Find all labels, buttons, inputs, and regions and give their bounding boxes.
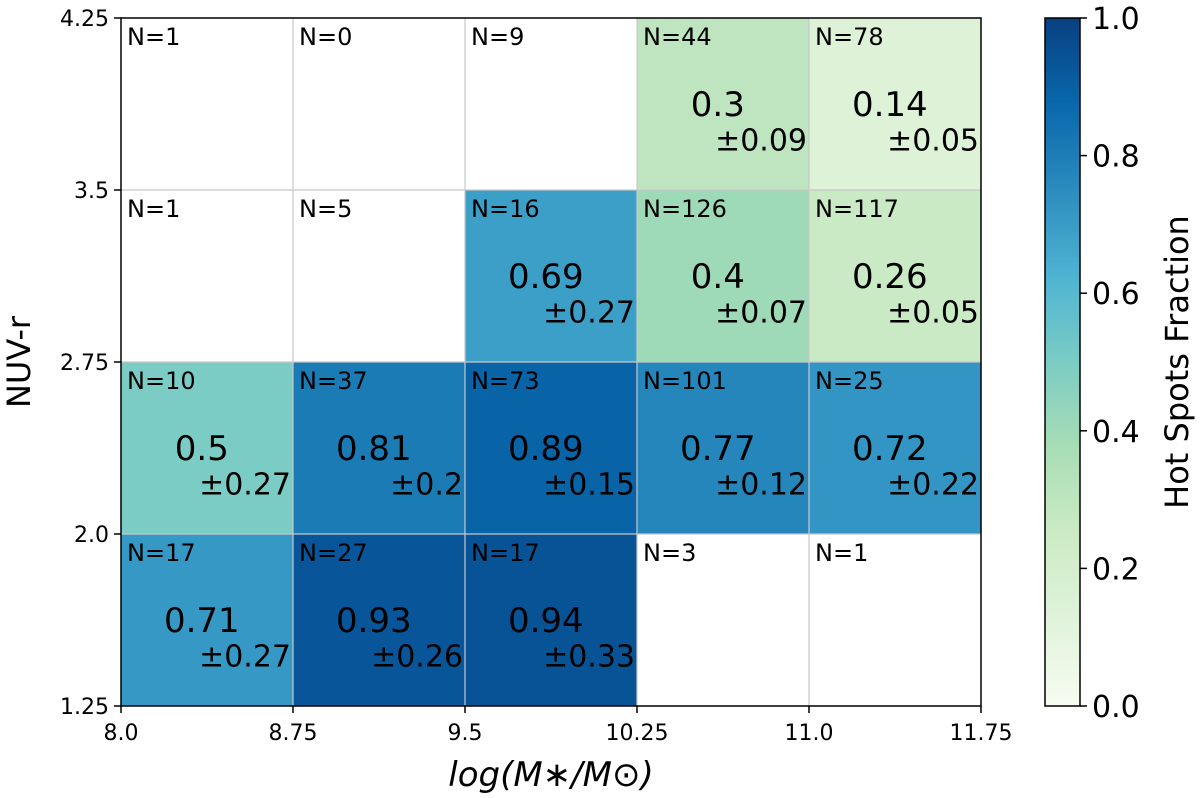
x-tick-label: 10.25 (606, 721, 669, 746)
y-tick-label: 4.25 (60, 7, 109, 32)
cell-value-label: 0.77 (680, 429, 756, 469)
cell-count-label: N=16 (471, 195, 540, 223)
y-tick-label: 2.0 (74, 523, 109, 548)
cell-count-label: N=117 (815, 195, 899, 223)
colorbar-tick-label: 0.8 (1092, 140, 1140, 175)
cell-count-label: N=3 (643, 539, 696, 567)
heatmap-cell (465, 534, 637, 706)
cell-count-label: N=126 (643, 195, 727, 223)
x-tick-label: 11.75 (950, 721, 1013, 746)
y-axis-label: NUV-r (0, 315, 38, 408)
heatmap-cell (293, 362, 465, 534)
cell-count-label: N=0 (299, 23, 352, 51)
colorbar-tick-label: 0.4 (1092, 415, 1140, 450)
heatmap-cell (121, 534, 293, 706)
cell-count-label: N=25 (815, 367, 884, 395)
cell-count-label: N=37 (299, 367, 368, 395)
cell-count-label: N=17 (127, 539, 196, 567)
cell-count-label: N=5 (299, 195, 352, 223)
heatmap-cell (121, 362, 293, 534)
cell-value-label: 0.81 (336, 429, 412, 469)
grid-lines (121, 18, 981, 706)
cell-value-label: 0.93 (336, 601, 412, 641)
cell-error-label: ±0.27 (543, 295, 635, 330)
heatmap-cell (809, 362, 981, 534)
heatmap-cells (121, 18, 981, 706)
y-tick-label: 1.25 (60, 695, 109, 720)
cell-error-label: ±0.22 (887, 467, 979, 502)
cell-count-label: N=78 (815, 23, 884, 51)
cell-count-label: N=10 (127, 367, 196, 395)
x-tick-label: 11.0 (785, 721, 834, 746)
colorbar-tick-label: 0.0 (1092, 690, 1140, 725)
cell-value-label: 0.94 (508, 601, 584, 641)
colorbar-tick-label: 0.6 (1092, 277, 1140, 312)
x-axis-label: log(M∗/M⊙) (448, 755, 653, 795)
colorbar-label: Hot Spots Fraction (1158, 215, 1196, 509)
cell-error-label: ±0.26 (371, 639, 463, 674)
cell-value-label: 0.26 (852, 257, 928, 297)
cell-count-label: N=27 (299, 539, 368, 567)
cell-error-label: ±0.27 (199, 639, 291, 674)
cell-value-label: 0.3 (691, 85, 745, 125)
heatmap-cell (637, 362, 809, 534)
cell-error-label: ±0.33 (543, 639, 635, 674)
cell-count-label: N=101 (643, 367, 727, 395)
cell-value-label: 0.72 (852, 429, 928, 469)
x-axis-ticks: 8.0 8.75 9.5 10.25 11.0 11.75 (104, 706, 1013, 746)
heatmap-cell (637, 18, 809, 190)
cell-error-label: ±0.2 (390, 467, 463, 502)
cell-labels: N=170.71±0.27N=270.93±0.26N=170.94±0.33N… (127, 23, 979, 674)
cell-error-label: ±0.05 (887, 295, 979, 330)
heatmap-cell (637, 190, 809, 362)
colorbar-ticks: 0.0 0.2 0.4 0.6 0.8 1.0 (1080, 2, 1140, 725)
heatmap-cell (465, 190, 637, 362)
cell-value-label: 0.71 (164, 601, 240, 641)
heatmap-cell (465, 362, 637, 534)
colorbar-tick-label: 1.0 (1092, 2, 1140, 37)
cell-error-label: ±0.27 (199, 467, 291, 502)
cell-error-label: ±0.07 (715, 295, 807, 330)
cell-error-label: ±0.15 (543, 467, 635, 502)
heatmap-cell (809, 18, 981, 190)
cell-count-label: N=17 (471, 539, 540, 567)
x-tick-label: 9.5 (448, 721, 483, 746)
cell-count-label: N=73 (471, 367, 540, 395)
y-tick-label: 2.75 (60, 351, 109, 376)
heatmap-cell (293, 534, 465, 706)
cell-error-label: ±0.09 (715, 123, 807, 158)
heatmap-cell (809, 190, 981, 362)
cell-value-label: 0.4 (691, 257, 745, 297)
cell-count-label: N=44 (643, 23, 712, 51)
cell-error-label: ±0.05 (887, 123, 979, 158)
cell-count-label: N=1 (127, 195, 180, 223)
cell-error-label: ±0.12 (715, 467, 807, 502)
cell-count-label: N=1 (815, 539, 868, 567)
y-axis-ticks: 1.25 2.0 2.75 3.5 4.25 (60, 7, 121, 720)
y-tick-label: 3.5 (74, 179, 109, 204)
colorbar-tick-label: 0.2 (1092, 552, 1140, 587)
cell-value-label: 0.14 (852, 85, 928, 125)
x-tick-label: 8.75 (269, 721, 318, 746)
colorbar (1044, 17, 1081, 707)
cell-count-label: N=1 (127, 23, 180, 51)
cell-value-label: 0.69 (508, 257, 584, 297)
cell-value-label: 0.89 (508, 429, 584, 469)
cell-count-label: N=9 (471, 23, 524, 51)
cell-value-label: 0.5 (175, 429, 229, 469)
x-tick-label: 8.0 (104, 721, 139, 746)
